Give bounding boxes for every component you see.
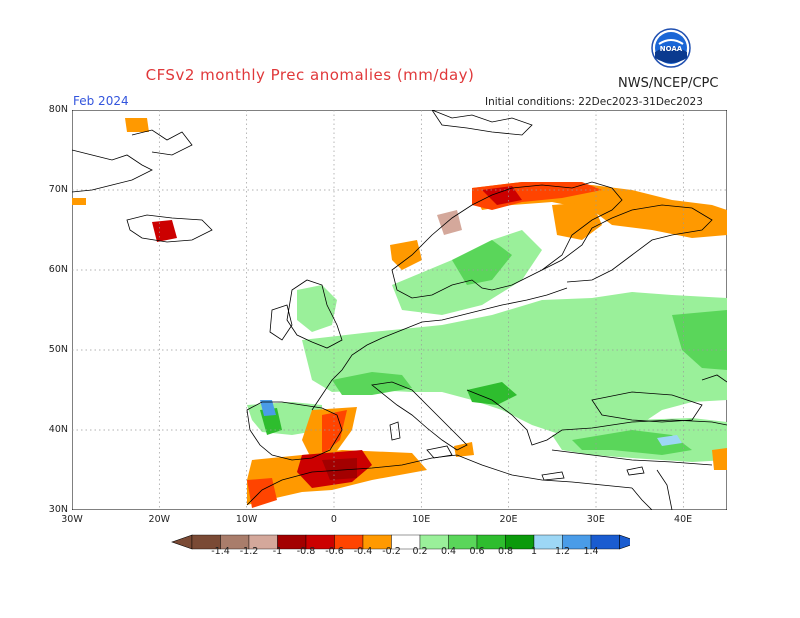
coastline [391,181,623,299]
legend-arrow-right [619,534,630,550]
legend-tick-label: 1.4 [583,546,599,557]
lat-tick-label: 50N [48,344,68,355]
anomaly-region [322,458,357,480]
lat-tick-label: 70N [48,184,68,195]
legend-tick-label: -1.4 [211,546,230,557]
coastline [426,445,453,459]
lat-tick-label: 30N [48,504,68,515]
coastline [389,421,401,441]
anomaly-region [452,240,512,285]
lon-tick-label: 0 [330,514,337,525]
anomaly-shading [72,118,727,508]
anomaly-region [657,435,682,446]
anomaly-region [260,400,276,416]
anomaly-region [332,372,412,395]
coastline [551,449,713,466]
legend-tick-label: -0.2 [382,546,401,557]
coastline [626,466,645,476]
precip-anomaly-map [72,110,727,510]
coastline [246,401,343,461]
legend-tick-label: 0.6 [469,546,485,557]
lon-tick-label: 10W [235,514,258,525]
legend-tick-label: -0.8 [296,546,316,557]
anomaly-region [247,478,277,508]
anomaly-region [72,198,86,205]
coastline [286,279,343,349]
anomaly-region [297,285,337,332]
lon-tick-label: 20W [148,514,171,525]
coastline [656,469,673,510]
coastline [371,381,468,451]
anomaly-region [672,310,727,370]
anomaly-region [302,292,727,440]
lon-tick-label: 20E [499,514,518,525]
org-label: NWS/NCEP/CPC [618,76,719,91]
coastlines [72,110,727,510]
legend-tick-label: 0.4 [440,546,457,557]
anomaly-region [482,186,522,205]
lon-tick-label: 40E [674,514,693,525]
lon-tick-label: 10E [412,514,431,525]
logo-text: NOAA [660,45,683,53]
anomaly-region [437,210,462,235]
legend-tick-label: -1.2 [239,546,259,557]
lat-tick-label: 40N [48,424,68,435]
legend-tick-label: -0.4 [353,546,373,557]
anomaly-region [467,382,517,405]
anomaly-region [712,448,727,470]
initial-conditions: Initial conditions: 22Dec2023-31Dec2023 [485,96,703,108]
anomaly-region [572,430,692,455]
coastline [269,304,293,341]
lat-tick-label: 80N [48,104,68,115]
legend-tick-label: 0.8 [497,546,514,557]
color-legend [171,534,630,550]
chart-title: CFSv2 monthly Prec anomalies (mm/day) [145,66,475,84]
coastline [591,391,703,423]
noaa-logo-icon: NOAA [651,28,691,68]
coastline [431,110,533,136]
coastline [631,487,653,510]
anomaly-region [390,240,422,270]
coastline [701,374,727,383]
coastline [131,129,193,156]
lat-tick-label: 60N [48,264,68,275]
anomaly-region [152,220,177,242]
anomaly-region [454,442,474,457]
lon-tick-label: 30W [61,514,83,525]
legend-tick-label: 1 [530,546,538,557]
coastline [466,389,727,446]
legend-tick-label: 0.2 [412,546,428,557]
legend-arrow-left [171,534,193,550]
legend-tick-label: -0.6 [325,546,344,557]
coastline [541,204,713,283]
coastline [246,454,633,506]
coastline [541,471,565,481]
legend-tick-label: 1.2 [554,546,571,557]
anomaly-region [125,118,149,132]
coastline [72,149,153,193]
legend-tick-label: -1 [272,546,283,557]
anomaly-region [322,410,347,455]
forecast-month: Feb 2024 [73,94,129,108]
anomaly-region [552,202,602,240]
coastline [126,214,213,243]
coastline [311,287,568,411]
lon-tick-label: 30E [586,514,605,525]
